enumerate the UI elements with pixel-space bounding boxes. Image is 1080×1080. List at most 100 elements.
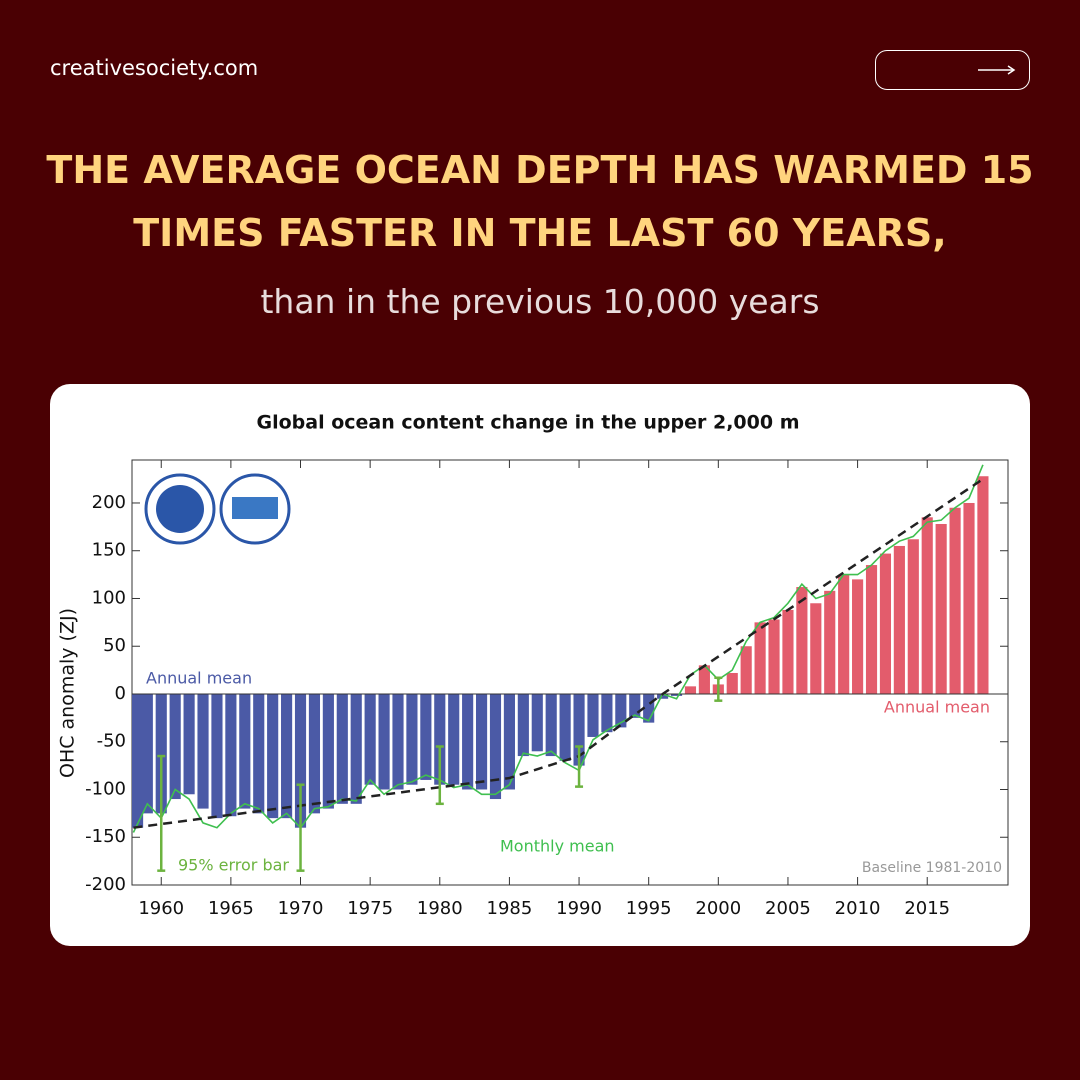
bar bbox=[615, 693, 627, 728]
bar bbox=[517, 693, 529, 757]
bar bbox=[475, 693, 488, 790]
bar bbox=[601, 693, 613, 733]
bar bbox=[977, 476, 989, 694]
bar bbox=[364, 693, 376, 785]
x-tick-label: 1995 bbox=[626, 898, 672, 919]
x-tick-label: 1990 bbox=[556, 898, 602, 919]
bar bbox=[670, 693, 683, 696]
bar bbox=[740, 646, 752, 694]
bar bbox=[587, 693, 599, 737]
bar bbox=[782, 609, 794, 694]
bar bbox=[406, 693, 418, 785]
bar bbox=[559, 693, 571, 761]
y-tick-label: 0 bbox=[115, 683, 126, 704]
y-tick-label: 200 bbox=[92, 492, 126, 513]
bar bbox=[907, 539, 919, 694]
bar bbox=[225, 693, 237, 817]
y-tick-label: -150 bbox=[85, 826, 126, 847]
bar bbox=[169, 693, 181, 800]
bar bbox=[963, 502, 975, 694]
bar bbox=[838, 574, 850, 694]
x-tick-label: 2005 bbox=[765, 898, 811, 919]
y-tick-label: 150 bbox=[92, 540, 126, 561]
bar bbox=[796, 587, 808, 694]
annotation: Annual mean bbox=[884, 698, 990, 717]
x-tick-label: 1975 bbox=[347, 898, 393, 919]
annotation: 95% error bar bbox=[178, 856, 289, 875]
bar bbox=[503, 693, 515, 790]
bar bbox=[893, 545, 905, 694]
bar bbox=[336, 693, 348, 804]
logo bbox=[156, 485, 204, 533]
annotation: Baseline 1981-2010 bbox=[862, 860, 1002, 876]
bar bbox=[211, 693, 223, 819]
bar bbox=[657, 693, 669, 699]
y-tick-label: 50 bbox=[103, 635, 126, 656]
bar bbox=[462, 693, 474, 790]
bar bbox=[949, 507, 961, 694]
bar bbox=[253, 693, 265, 814]
headline-line: TIMES FASTER IN THE LAST 60 YEARS, bbox=[133, 211, 947, 255]
y-tick-label: 100 bbox=[92, 587, 126, 608]
annotation: Annual mean bbox=[146, 669, 252, 688]
y-tick-label: -200 bbox=[85, 874, 126, 895]
x-tick-label: 1980 bbox=[417, 898, 463, 919]
subheadline: than in the previous 10,000 years bbox=[260, 282, 820, 321]
bar bbox=[308, 693, 321, 814]
bar bbox=[935, 523, 947, 694]
bar bbox=[267, 693, 279, 819]
x-tick-label: 1965 bbox=[208, 898, 254, 919]
bar bbox=[281, 693, 293, 819]
bar bbox=[197, 693, 209, 809]
bar bbox=[392, 693, 404, 790]
x-tick-label: 2000 bbox=[695, 898, 741, 919]
bar bbox=[879, 553, 892, 694]
bar bbox=[629, 693, 641, 718]
bar bbox=[132, 693, 144, 828]
bar bbox=[239, 693, 251, 809]
bar bbox=[183, 693, 195, 795]
arrow-icon bbox=[978, 65, 1016, 75]
bar bbox=[531, 693, 543, 752]
bar bbox=[489, 693, 502, 800]
x-tick-label: 2015 bbox=[904, 898, 950, 919]
bar bbox=[545, 693, 557, 757]
bar bbox=[420, 693, 432, 780]
bar bbox=[448, 693, 460, 785]
bar bbox=[810, 603, 822, 694]
annotation: Monthly mean bbox=[500, 837, 615, 856]
bar bbox=[141, 693, 153, 814]
y-tick-label: -50 bbox=[97, 731, 126, 752]
bar bbox=[350, 693, 362, 804]
x-tick-label: 2010 bbox=[835, 898, 881, 919]
bar bbox=[643, 693, 655, 723]
headline-line: THE AVERAGE OCEAN DEPTH HAS WARMED 15 bbox=[46, 148, 1034, 192]
x-tick-label: 1970 bbox=[278, 898, 324, 919]
next-button[interactable] bbox=[875, 50, 1030, 90]
bar bbox=[322, 693, 334, 809]
bar bbox=[378, 693, 390, 790]
bar bbox=[726, 672, 738, 694]
bar bbox=[921, 517, 933, 694]
y-tick-label: -100 bbox=[85, 778, 126, 799]
bar bbox=[684, 686, 697, 694]
y-axis-label: OHC anomaly (ZJ) bbox=[57, 608, 79, 778]
logo bbox=[232, 497, 278, 519]
bar bbox=[768, 619, 780, 694]
bar bbox=[852, 579, 864, 694]
bar bbox=[155, 693, 167, 814]
bar bbox=[698, 665, 710, 694]
monthly-line bbox=[132, 464, 984, 833]
x-tick-label: 1960 bbox=[138, 898, 184, 919]
bar bbox=[865, 565, 878, 694]
plot-frame bbox=[131, 459, 1009, 886]
chart-title: Global ocean content change in the upper… bbox=[256, 412, 799, 434]
bar bbox=[434, 693, 446, 785]
bar bbox=[824, 590, 836, 694]
bar bbox=[294, 693, 307, 828]
bar bbox=[754, 622, 766, 694]
x-tick-label: 1985 bbox=[487, 898, 533, 919]
site-name: creativesociety.com bbox=[50, 56, 259, 80]
